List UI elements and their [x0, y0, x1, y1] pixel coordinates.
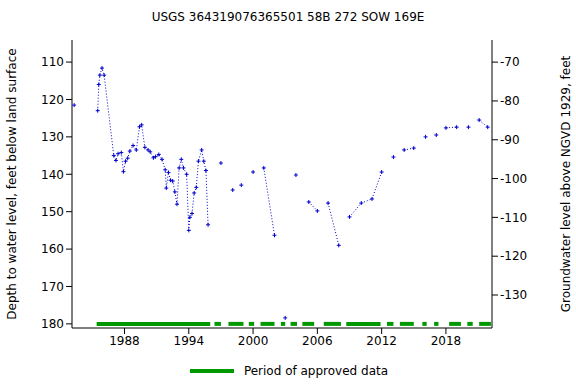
svg-text:-90: -90 — [500, 133, 520, 147]
svg-text:-130: -130 — [500, 288, 527, 302]
svg-text:1994: 1994 — [174, 334, 205, 348]
svg-text:150: 150 — [41, 205, 64, 219]
svg-text:-120: -120 — [500, 249, 527, 263]
svg-text:170: 170 — [41, 280, 64, 294]
html-text:Period of approved data: Period of approved data — [243, 364, 389, 378]
html-text:USGS 364319076365501 58B 272 S: USGS 364319076365501 58B 272 SOW 169E — [151, 10, 425, 24]
svg-text:160: 160 — [41, 242, 64, 256]
svg-text:2012: 2012 — [366, 334, 397, 348]
svg-text:1988: 1988 — [109, 334, 140, 348]
svg-text:130: 130 — [41, 130, 64, 144]
svg-text:120: 120 — [41, 93, 64, 107]
svg-text:-80: -80 — [500, 94, 520, 108]
svg-text:2018: 2018 — [431, 334, 462, 348]
svg-text:2006: 2006 — [302, 334, 333, 348]
svg-text:-70: -70 — [500, 55, 520, 69]
svg-text:Depth to water level, feet bel: Depth to water level, feet below land su… — [8, 48, 19, 319]
svg-text:Groundwater level above NGVD 1: Groundwater level above NGVD 1929, feet — [559, 55, 568, 312]
svg-text:180: 180 — [41, 317, 64, 331]
svg-text:110: 110 — [41, 55, 64, 69]
svg-text:140: 140 — [41, 168, 64, 182]
svg-text:2000: 2000 — [238, 334, 269, 348]
svg-text:-100: -100 — [500, 172, 527, 186]
svg-text:-110: -110 — [500, 211, 527, 225]
